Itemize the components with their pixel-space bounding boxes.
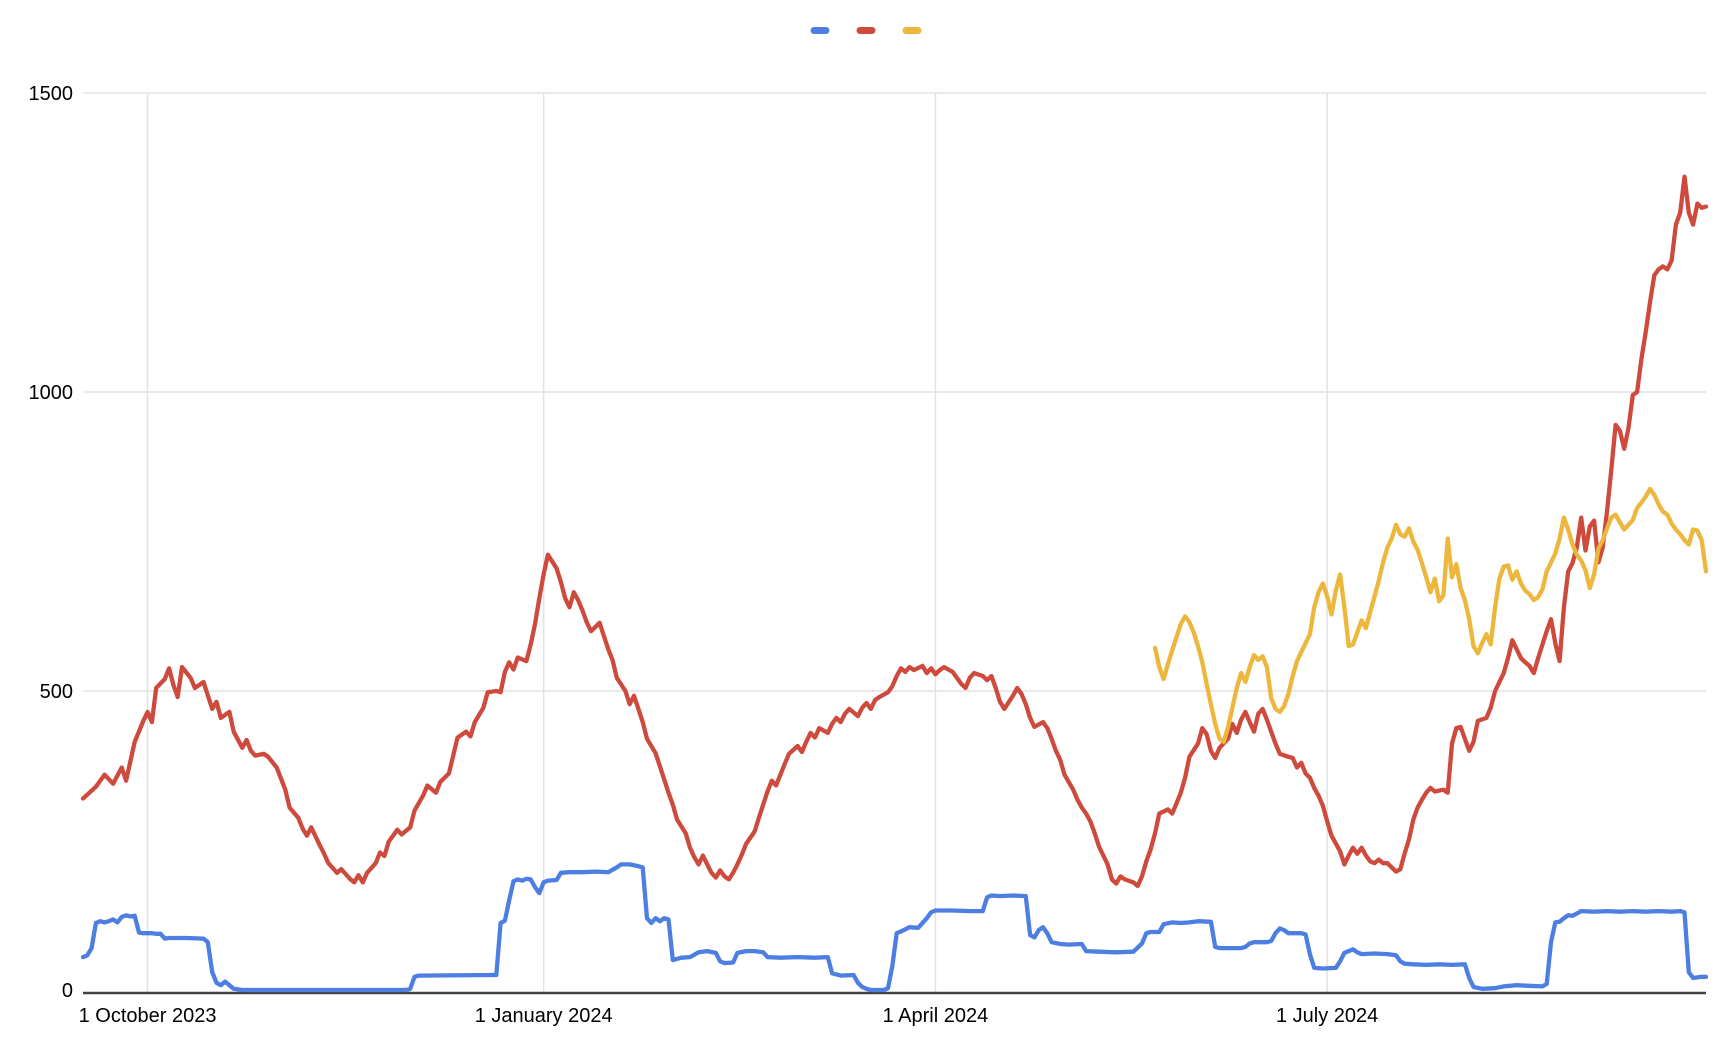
- legend-swatch-series-3[interactable]: [902, 27, 922, 34]
- legend-swatch-series-2[interactable]: [856, 27, 876, 34]
- chart-legend: [810, 27, 922, 34]
- series-1-line[interactable]: [80, 862, 1709, 993]
- y-axis-tick-label: 500: [40, 681, 73, 703]
- series-3-line[interactable]: [1152, 486, 1709, 744]
- y-axis-tick-label: 1500: [29, 83, 74, 105]
- y-axis-tick-label: 1000: [29, 382, 74, 404]
- x-axis-tick-label: 1 July 2024: [1276, 1005, 1378, 1027]
- series-2-line[interactable]: [80, 174, 1709, 889]
- x-axis-tick-label: 1 January 2024: [475, 1005, 613, 1027]
- y-axis-tick-label: 0: [62, 980, 73, 1002]
- x-axis-tick-label: 1 April 2024: [883, 1005, 989, 1027]
- legend-swatch-series-1[interactable]: [810, 27, 830, 34]
- x-axis-tick-label: 1 October 2023: [79, 1005, 217, 1027]
